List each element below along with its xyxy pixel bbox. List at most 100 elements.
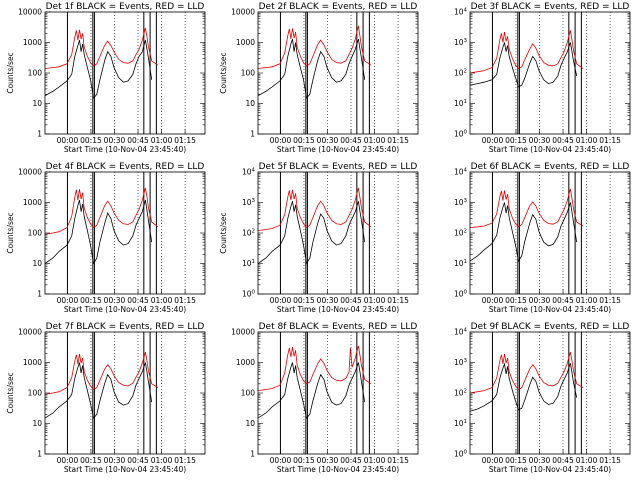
x-tick-label: 00:30 — [104, 136, 126, 145]
y-tick-label: 100 — [28, 69, 43, 78]
detector-panel: Det 3f BLACK = Events, RED = LLD 100 101 10… — [454, 2, 631, 154]
detector-panel: Det 6f BLACK = Events, RED = LLD 100 101 10… — [454, 162, 631, 314]
y-tick-label: 100 — [454, 290, 468, 299]
events-series-line — [44, 362, 153, 419]
y-tick-label: 100 — [242, 290, 256, 299]
lld-series-line — [257, 345, 372, 391]
x-axis-label: Start Time (10-Nov-04 23:45:40) — [489, 305, 611, 314]
plot-frame — [469, 171, 631, 295]
x-tick-label: 01:00 — [151, 456, 173, 465]
lld-series-line — [44, 27, 159, 69]
x-tick-label: 00:15 — [505, 456, 527, 465]
y-tick-label: 1000 — [23, 198, 42, 207]
y-tick-label: 10000 — [18, 8, 42, 17]
y-tick-label: 104 — [454, 8, 468, 17]
lld-series-line — [257, 187, 372, 231]
x-tick-label: 01:15 — [387, 136, 409, 145]
y-tick-label: 100 — [454, 450, 468, 459]
y-tick-label: 102 — [454, 229, 467, 238]
y-tick-label: 10000 — [18, 328, 42, 337]
panel-title: Det 5f BLACK = Events, RED = LLD — [259, 162, 418, 172]
x-tick-label: 00:15 — [80, 136, 102, 145]
y-tick-label: 103 — [242, 198, 256, 207]
x-tick-label: 00:15 — [80, 296, 102, 305]
plot-frame — [469, 331, 631, 455]
panel-title: Det 4f BLACK = Events, RED = LLD — [46, 162, 205, 172]
y-tick-label: 1 — [37, 450, 42, 459]
x-tick-label: 01:00 — [364, 136, 386, 145]
y-tick-label: 103 — [454, 38, 468, 47]
detector-panel: Det 7f BLACK = Events, RED = LLD 1 10 100 10… — [6, 322, 206, 474]
x-axis-label: Start Time (10-Nov-04 23:45:40) — [489, 145, 611, 154]
x-tick-label: 00:30 — [317, 136, 339, 145]
x-tick-label: 00:15 — [505, 296, 527, 305]
y-tick-label: 101 — [454, 259, 467, 268]
events-series-line — [257, 38, 366, 100]
y-tick-label: 1 — [250, 130, 255, 139]
detector-panel: Det 4f BLACK = Events, RED = LLD 1 10 100 10… — [6, 162, 206, 314]
y-tick-label: 1000 — [23, 358, 42, 367]
x-tick-label: 00:00 — [270, 456, 292, 465]
x-tick-label: 00:45 — [340, 136, 362, 145]
y-tick-label: 10000 — [231, 8, 255, 17]
x-tick-label: 00:00 — [57, 136, 79, 145]
panel-title: Det 8f BLACK = Events, RED = LLD — [259, 322, 418, 332]
y-tick-label: 10 — [32, 259, 42, 268]
plot-frame — [257, 11, 419, 135]
y-tick-label: 100 — [28, 389, 43, 398]
detector-panel: Det 9f BLACK = Events, RED = LLD 100 101 10… — [454, 322, 631, 474]
x-tick-label: 00:30 — [317, 456, 339, 465]
x-tick-label: 00:45 — [552, 456, 574, 465]
y-tick-label: 10000 — [231, 328, 255, 337]
x-tick-label: 00:30 — [317, 296, 339, 305]
x-tick-label: 00:45 — [552, 136, 574, 145]
plot-frame — [44, 171, 206, 295]
y-tick-label: 100 — [241, 69, 256, 78]
y-tick-label: 102 — [454, 69, 467, 78]
y-axis-label: Counts/sec — [6, 52, 15, 93]
x-tick-label: 00:00 — [57, 296, 79, 305]
x-tick-label: 00:45 — [552, 296, 574, 305]
lld-series-line — [44, 187, 159, 235]
y-tick-label: 102 — [242, 229, 255, 238]
y-tick-label: 1000 — [236, 358, 255, 367]
events-series-line — [469, 202, 578, 263]
lld-series-line — [469, 188, 584, 228]
x-tick-label: 00:45 — [127, 296, 149, 305]
y-axis-label: Counts/sec — [6, 212, 15, 253]
y-axis-label: Counts/sec — [219, 52, 228, 93]
y-tick-label: 100 — [28, 229, 43, 238]
x-tick-label: 00:15 — [293, 136, 315, 145]
x-tick-label: 01:15 — [599, 456, 621, 465]
plot-frame — [44, 331, 206, 455]
y-tick-label: 101 — [242, 259, 255, 268]
panel-title: Det 3f BLACK = Events, RED = LLD — [471, 2, 630, 12]
y-tick-label: 104 — [454, 328, 468, 337]
x-tick-label: 00:15 — [80, 456, 102, 465]
x-tick-label: 00:30 — [529, 456, 551, 465]
x-tick-label: 00:30 — [529, 136, 551, 145]
x-tick-label: 00:30 — [104, 456, 126, 465]
x-tick-label: 01:15 — [387, 296, 409, 305]
y-tick-label: 1000 — [236, 38, 255, 47]
y-tick-label: 100 — [454, 130, 468, 139]
events-series-line — [257, 201, 366, 265]
events-series-line — [44, 199, 153, 265]
panel-title: Det 6f BLACK = Events, RED = LLD — [471, 162, 630, 172]
x-tick-label: 00:30 — [104, 296, 126, 305]
x-tick-label: 01:15 — [174, 296, 196, 305]
y-tick-label: 100 — [241, 389, 256, 398]
x-tick-label: 01:15 — [599, 136, 621, 145]
lld-series-line — [469, 351, 584, 394]
y-tick-label: 10000 — [18, 168, 42, 177]
plot-frame — [257, 331, 419, 455]
plot-frame — [257, 171, 419, 295]
panel-title: Det 7f BLACK = Events, RED = LLD — [46, 322, 205, 332]
x-axis-label: Start Time (10-Nov-04 23:45:40) — [64, 305, 186, 314]
y-tick-label: 10 — [245, 99, 255, 108]
plot-frame — [469, 11, 631, 135]
x-axis-label: Start Time (10-Nov-04 23:45:40) — [277, 145, 399, 154]
events-series-line — [257, 362, 366, 419]
x-tick-label: 01:00 — [151, 296, 173, 305]
